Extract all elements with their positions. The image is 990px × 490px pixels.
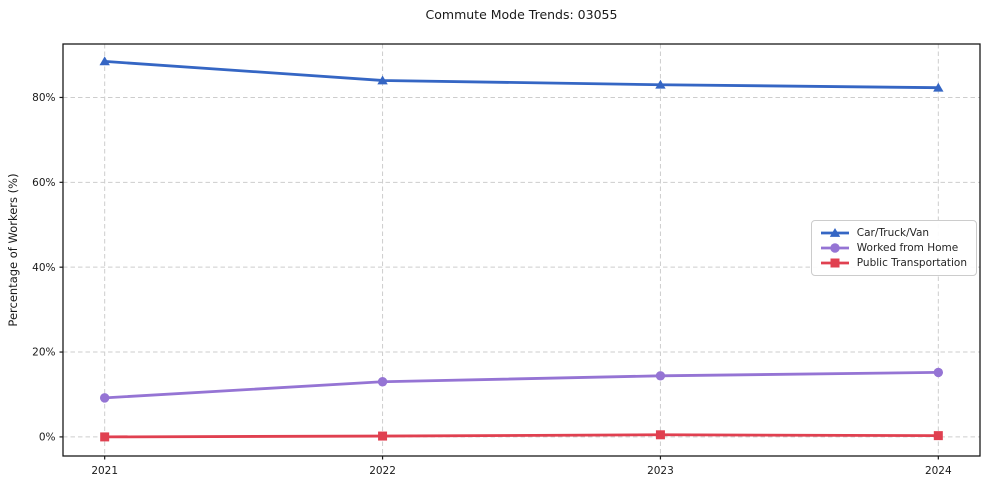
data-point-circle-marker (99, 393, 110, 403)
y-axis-label: Percentage of Workers (%) (6, 173, 20, 326)
y-tick-label: 80% (32, 92, 55, 104)
data-point-square-marker (100, 432, 110, 442)
x-tick-label: 2021 (91, 465, 118, 477)
legend-item: Public Transportation (820, 257, 967, 269)
legend-item: Car/Truck/Van (820, 227, 967, 239)
data-point-circle-marker (655, 371, 666, 381)
data-point-circle-marker (933, 367, 944, 378)
chart-title: Commute Mode Trends: 03055 (426, 7, 618, 22)
y-tick-label: 40% (32, 262, 55, 274)
x-tick-label: 2023 (647, 465, 674, 477)
data-point-square-marker (933, 431, 943, 441)
data-point-square-marker (655, 430, 665, 440)
data-point-triangle-marker (99, 56, 110, 66)
x-tick-label: 2022 (369, 465, 396, 477)
y-tick-label: 0% (39, 432, 56, 444)
data-point-triangle-marker (933, 82, 944, 92)
data-point-circle-marker (830, 243, 840, 253)
plot-border (62, 43, 981, 457)
legend-label: Car/Truck/Van (856, 227, 930, 239)
legend: Car/Truck/Van Worked from Home Public Tran… (810, 220, 977, 276)
data-point-triangle-marker (829, 228, 840, 237)
series-line (103, 59, 940, 90)
legend-label: Worked from Home (856, 242, 959, 254)
series-worked-from-home (99, 367, 944, 403)
data-point-square-marker (830, 258, 840, 268)
y-tick-label: 60% (32, 177, 55, 189)
y-tick-label: 20% (32, 347, 55, 359)
data-point-triangle-marker (655, 79, 666, 89)
legend-circle-line-icon (820, 243, 849, 253)
legend-triangle-line-icon (820, 228, 849, 237)
series-line (103, 371, 940, 400)
legend-square-line-icon (820, 258, 849, 268)
gridlines (63, 44, 980, 456)
data-point-circle-marker (377, 377, 388, 387)
series-public-transportation (100, 430, 943, 442)
legend-item: Worked from Home (820, 242, 967, 254)
data-point-square-marker (378, 431, 388, 441)
data-point-triangle-marker (377, 75, 388, 85)
legend-label: Public Transportation (856, 257, 967, 269)
series-car-truck-van (99, 56, 944, 92)
x-tick-label: 2024 (925, 465, 952, 477)
series-line (103, 433, 940, 439)
